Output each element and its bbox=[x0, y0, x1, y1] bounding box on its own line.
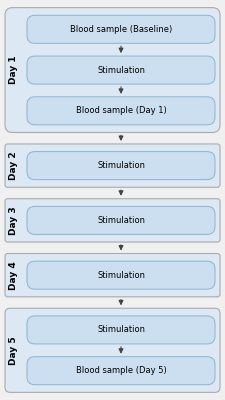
FancyBboxPatch shape bbox=[5, 8, 220, 132]
FancyBboxPatch shape bbox=[27, 316, 215, 344]
Text: Day 4: Day 4 bbox=[9, 261, 18, 290]
FancyBboxPatch shape bbox=[27, 152, 215, 180]
Text: Day 2: Day 2 bbox=[9, 151, 18, 180]
FancyBboxPatch shape bbox=[27, 261, 215, 289]
FancyBboxPatch shape bbox=[5, 144, 220, 187]
Text: Day 1: Day 1 bbox=[9, 56, 18, 84]
Text: Day 3: Day 3 bbox=[9, 206, 18, 235]
FancyBboxPatch shape bbox=[5, 308, 220, 392]
Text: Stimulation: Stimulation bbox=[97, 326, 145, 334]
FancyBboxPatch shape bbox=[5, 254, 220, 297]
FancyBboxPatch shape bbox=[5, 199, 220, 242]
FancyBboxPatch shape bbox=[27, 97, 215, 125]
Text: Stimulation: Stimulation bbox=[97, 66, 145, 74]
Text: Blood sample (Baseline): Blood sample (Baseline) bbox=[70, 25, 172, 34]
FancyBboxPatch shape bbox=[27, 56, 215, 84]
Text: Blood sample (Day 1): Blood sample (Day 1) bbox=[76, 106, 166, 115]
FancyBboxPatch shape bbox=[27, 206, 215, 234]
Text: Stimulation: Stimulation bbox=[97, 216, 145, 225]
Text: Stimulation: Stimulation bbox=[97, 161, 145, 170]
Text: Day 5: Day 5 bbox=[9, 336, 18, 365]
FancyBboxPatch shape bbox=[27, 15, 215, 43]
FancyBboxPatch shape bbox=[27, 357, 215, 385]
Text: Stimulation: Stimulation bbox=[97, 271, 145, 280]
Text: Blood sample (Day 5): Blood sample (Day 5) bbox=[76, 366, 166, 375]
